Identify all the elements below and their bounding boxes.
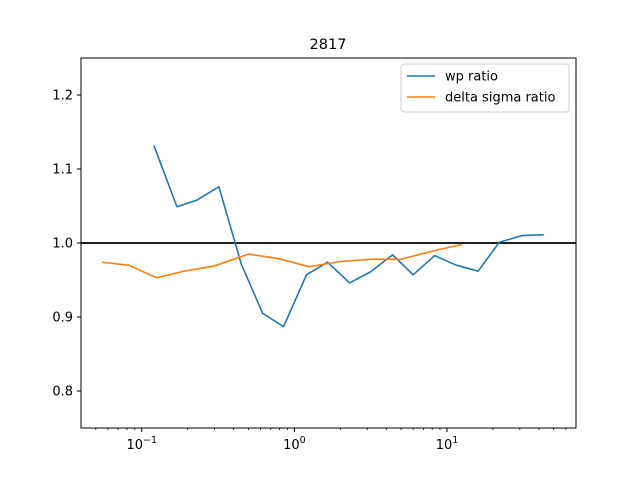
y-tick-label: 0.8 [52,385,73,400]
y-tick-label: 0.9 [52,311,73,326]
y-tick-label: 1.0 [52,237,73,252]
legend-label-1: delta sigma ratio [445,91,555,106]
y-tick-label: 1.1 [52,163,73,178]
chart-title: 2817 [310,37,347,53]
y-tick-label: 1.2 [52,89,73,104]
legend: wp ratio delta sigma ratio [400,63,570,113]
series-line-1 [102,243,462,279]
legend-label-0: wp ratio [445,70,498,85]
series-line-0 [153,145,544,328]
plot-area: 0.80.91.01.11.210−1 100 101 [52,57,577,453]
legend-box [400,63,570,113]
